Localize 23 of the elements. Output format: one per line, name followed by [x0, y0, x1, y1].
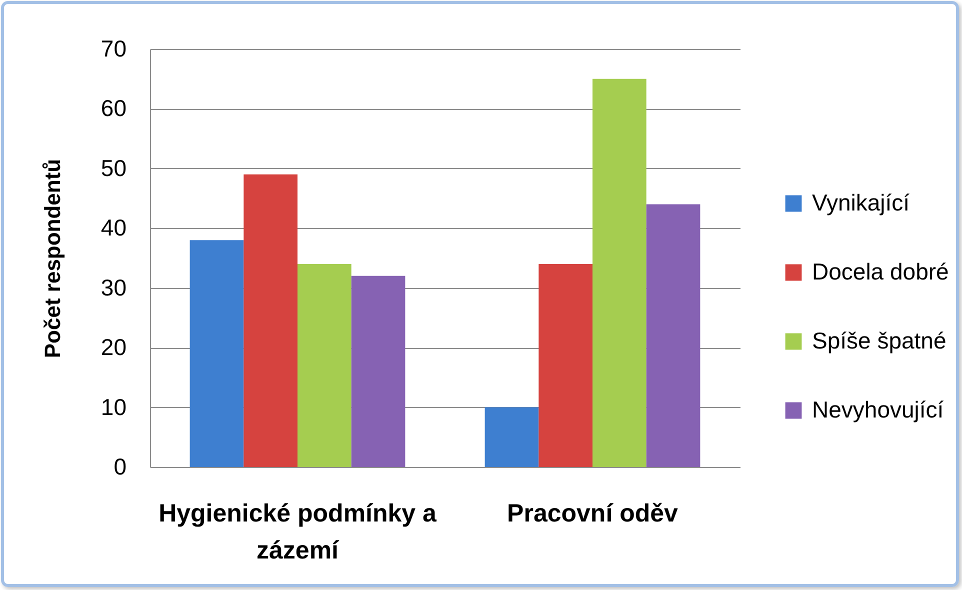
y-tick-label: 10	[100, 394, 126, 420]
x-tick-label: Hygienické podmínky a zázemí	[158, 500, 438, 564]
x-tick-label: Pracovní oděv	[507, 500, 678, 528]
legend-label: Nevyhovující	[812, 396, 944, 422]
bar	[298, 264, 352, 467]
bar	[592, 78, 646, 467]
bar	[190, 240, 244, 467]
y-axis-title: Počet respondentů	[40, 158, 65, 358]
bar	[538, 264, 592, 467]
y-tick-label: 70	[100, 36, 126, 62]
bar	[484, 407, 539, 467]
y-tick-label: 30	[100, 274, 126, 300]
legend-label: Vynikající	[812, 190, 910, 216]
y-tick-label: 0	[114, 454, 126, 480]
legend-label: Spíše špatné	[812, 328, 946, 354]
y-tick-label: 60	[100, 95, 126, 122]
y-tick-label: 40	[100, 214, 126, 241]
y-tick-label: 50	[100, 154, 126, 181]
bar	[351, 276, 406, 467]
bar	[244, 174, 298, 467]
bar	[646, 204, 700, 467]
y-tick-label: 20	[100, 334, 126, 360]
legend-label: Docela dobré	[812, 258, 949, 284]
